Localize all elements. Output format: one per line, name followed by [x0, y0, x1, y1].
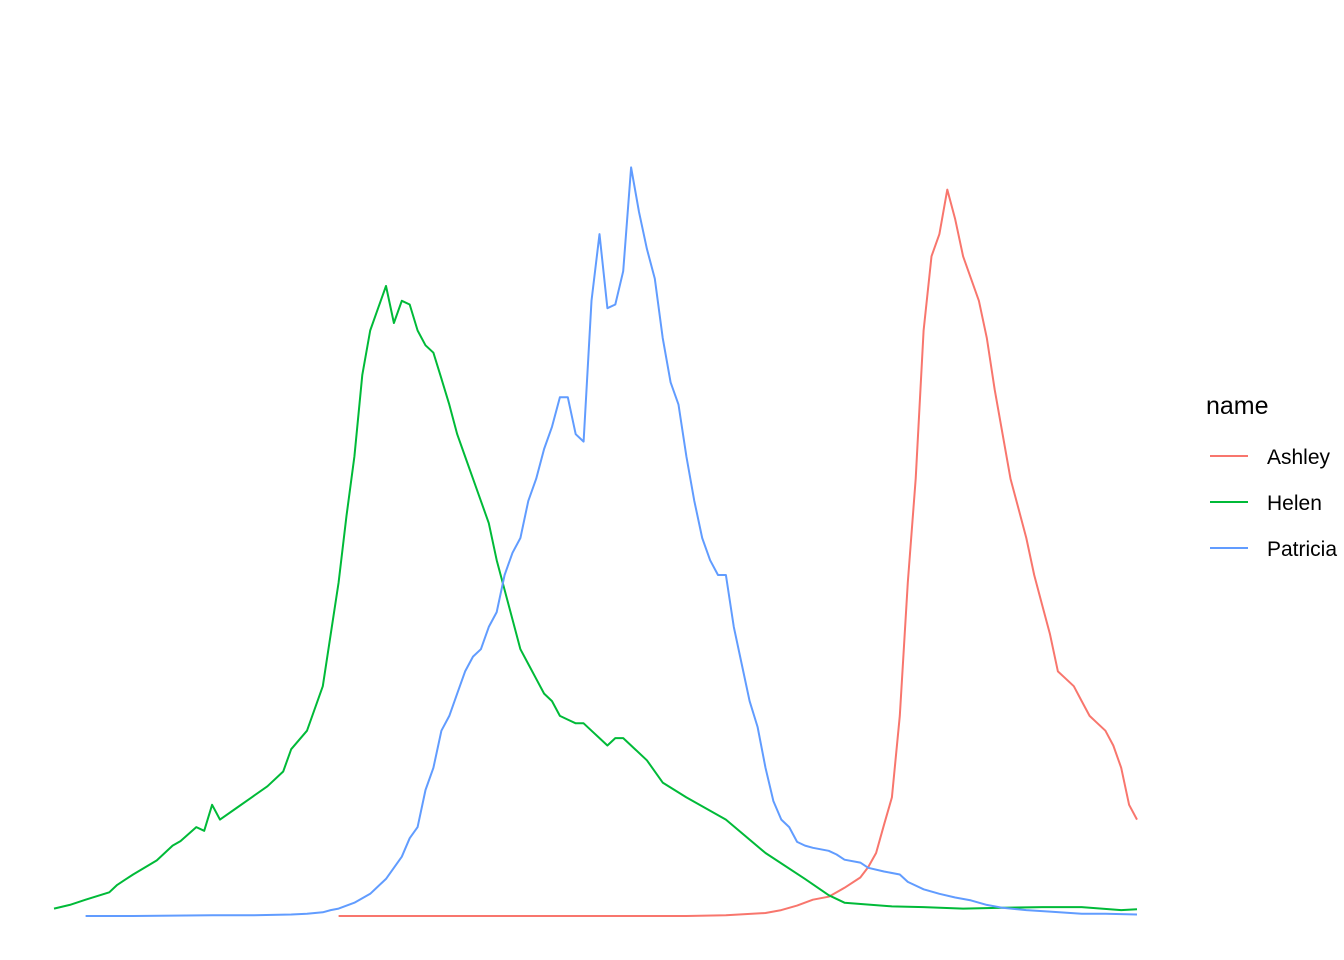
legend-label-helen: Helen: [1267, 492, 1322, 515]
legend-label-patricia: Patricia: [1267, 538, 1337, 561]
legend-label-ashley: Ashley: [1267, 446, 1331, 469]
legend-title: name: [1206, 392, 1269, 420]
plot-area: [53, 166, 1138, 917]
series-line-helen: [53, 285, 1138, 912]
series-line-ashley: [338, 188, 1138, 917]
series-line-patricia: [85, 166, 1138, 917]
legend: name Ashley Helen Patricia: [1206, 392, 1337, 561]
